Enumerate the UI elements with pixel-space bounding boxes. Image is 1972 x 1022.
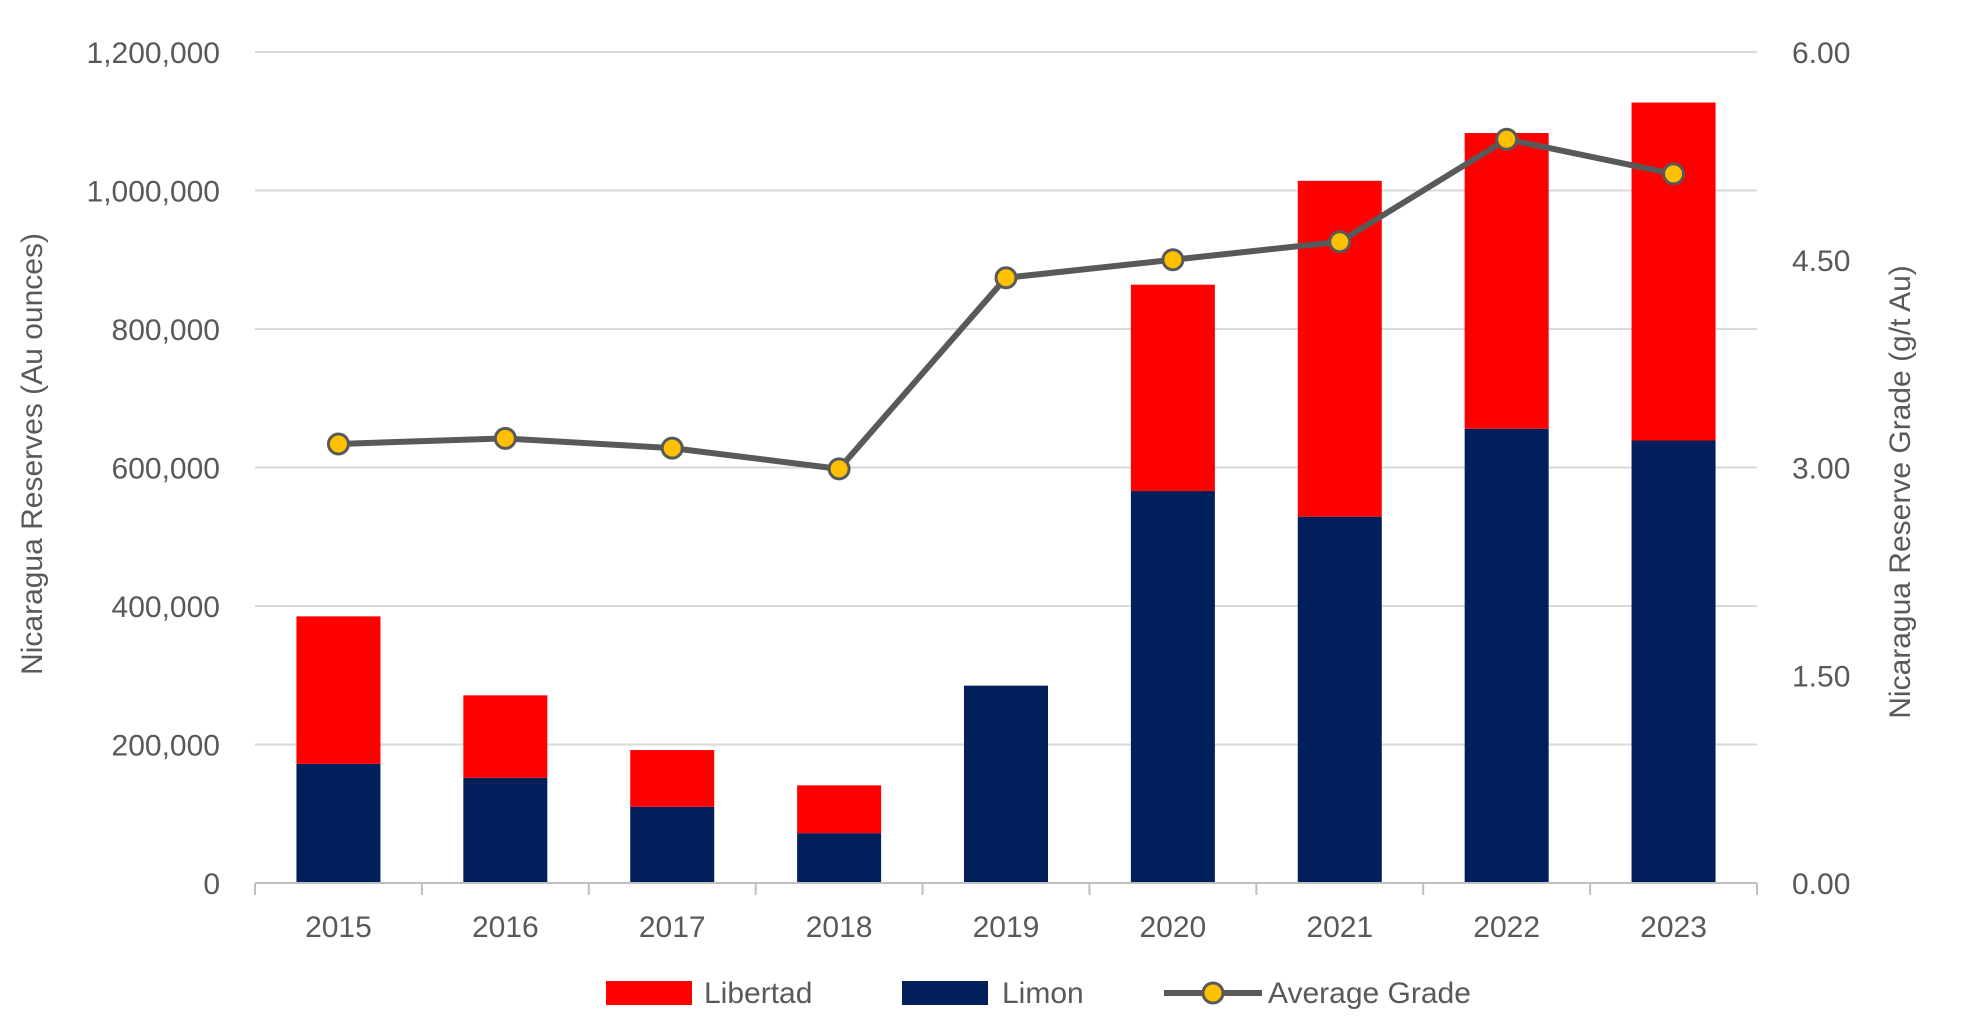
legend-limon-swatch [902,981,988,1005]
left-axis-tick-label: 0 [203,868,220,901]
right-axis-tick-label: 0.00 [1792,868,1850,901]
right-axis-title: Nicaragua Reserve Grade (g/t Au) [1884,265,1917,719]
x-axis-category-label: 2019 [973,911,1040,944]
x-axis-category-label: 2015 [305,911,372,944]
bar-libertad-2018 [797,785,882,834]
left-axis-title: Nicaragua Reserves (Au ounces) [16,233,49,675]
bar-limon-2021 [1297,516,1382,883]
average-grade-point-2021 [1328,230,1352,254]
legend-average-grade-marker [1201,981,1225,1005]
bar-limon-2017 [630,806,715,883]
left-axis-tick-label: 400,000 [112,591,220,624]
legend-average-grade-label: Average Grade [1268,977,1471,1010]
right-axis-tick-label: 6.00 [1792,37,1850,70]
legend-libertad-swatch [606,981,692,1005]
bar-limon-2020 [1130,491,1215,883]
left-axis-tick-label: 1,000,000 [87,176,220,209]
x-axis-category-label: 2021 [1306,911,1373,944]
average-grade-point-2020 [1161,248,1185,272]
x-axis-category-label: 2023 [1640,911,1707,944]
average-grade-point-2015 [326,432,350,456]
x-axis-category-labels: 2015 2016 2017 2018 2019 2020 2021 2022 2023 [305,911,1707,944]
legend-limon-label: Limon [1002,977,1084,1010]
x-axis-category-label: 2020 [1140,911,1207,944]
bar-libertad-2022 [1464,133,1549,429]
x-axis-category-label: 2017 [639,911,706,944]
bar-limon-2016 [463,777,548,883]
left-axis-tick-label: 600,000 [112,453,220,486]
bar-limon-2015 [296,763,381,883]
average-grade-point-2016 [493,426,517,450]
bar-limon-2019 [964,685,1048,883]
bar-series [296,102,1716,883]
bar-libertad-2023 [1631,102,1716,441]
x-axis-category-label: 2022 [1473,911,1540,944]
left-axis-tick-label: 200,000 [112,730,220,763]
legend-libertad-label: Libertad [704,977,812,1010]
average-grade-point-2019 [994,266,1018,290]
bar-limon-2023 [1631,440,1716,883]
bar-libertad-2017 [630,750,715,807]
average-grade-point-2023 [1662,162,1686,186]
x-axis-category-label: 2016 [472,911,539,944]
average-grade-point-2022 [1495,127,1519,151]
left-axis-tick-labels: 0 200,000 400,000 600,000 800,000 1,000,000 1,… [87,37,220,901]
bar-libertad-2015 [296,616,381,764]
average-grade-point-2017 [660,436,684,460]
bar-libertad-2020 [1130,284,1215,492]
left-axis-tick-label: 1,200,000 [87,37,220,70]
bar-limon-2018 [797,833,882,883]
right-axis-tick-labels: 0.00 1.50 3.00 4.50 6.00 [1792,37,1850,901]
right-axis-tick-label: 1.50 [1792,660,1850,693]
x-axis-ticks [254,883,1758,895]
left-axis-tick-label: 800,000 [112,314,220,347]
legend: Libertad Limon Average Grade [606,977,1471,1010]
average-grade-line-series [326,127,1686,481]
right-axis-tick-label: 3.00 [1792,453,1850,486]
x-axis-category-label: 2018 [806,911,873,944]
right-axis-tick-label: 4.50 [1792,245,1850,278]
bar-libertad-2016 [463,695,548,778]
bar-limon-2022 [1464,428,1549,883]
average-grade-point-2018 [827,457,851,481]
